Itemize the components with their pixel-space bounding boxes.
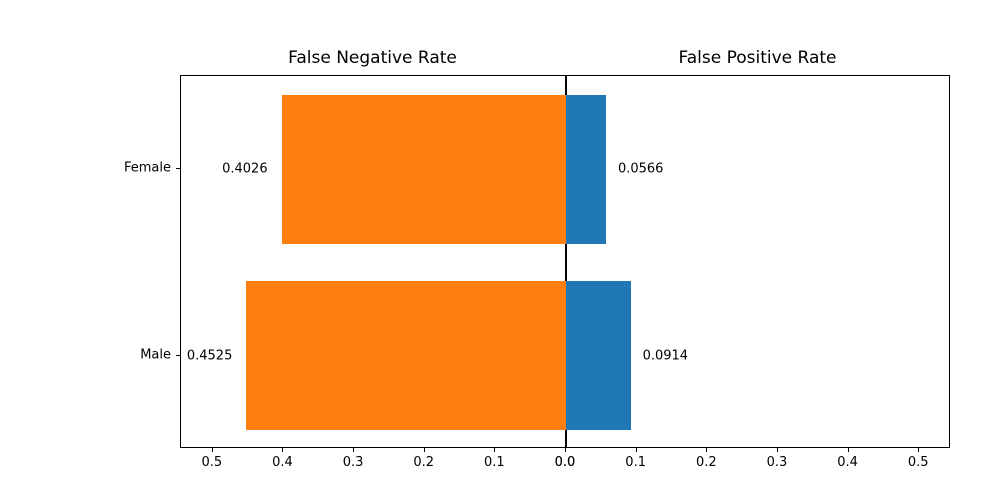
x-tick-mark-right-0.4 bbox=[847, 448, 849, 452]
x-tick-mark-right-0.5 bbox=[918, 448, 920, 452]
x-tick-mark-left-0.3 bbox=[353, 448, 355, 452]
x-tick-mark-left-0.5 bbox=[211, 448, 213, 452]
x-tick-label-right-0.2: 0.2 bbox=[695, 455, 717, 470]
x-tick-label-right-0.3: 0.3 bbox=[766, 455, 788, 470]
x-tick-label-left-0.3: 0.3 bbox=[342, 455, 364, 470]
x-tick-label-right-0.0: 0.0 bbox=[554, 455, 576, 470]
fpr-value-label-male: 0.0914 bbox=[642, 348, 689, 364]
fnr-bar-female bbox=[281, 94, 566, 244]
y-tick-label-female: Female bbox=[123, 160, 171, 176]
fnr-value-label-female: 0.4026 bbox=[222, 161, 268, 177]
fnr-bar-male bbox=[246, 281, 566, 431]
x-tick-label-left-0.4: 0.4 bbox=[272, 455, 293, 470]
x-tick-label-left-0.0: 0.0 bbox=[554, 455, 576, 470]
plot-area: 0.4026 0.0566 0.4525 0.0914 bbox=[180, 75, 950, 448]
y-tick-label-male: Male bbox=[140, 347, 171, 363]
x-tick-mark-left-0.1 bbox=[494, 448, 496, 452]
fpr-value-label-female: 0.0566 bbox=[617, 161, 664, 177]
center-axis-line bbox=[565, 76, 567, 447]
fpr-bar-female bbox=[566, 94, 606, 244]
fpr-bar-male bbox=[566, 281, 631, 431]
x-tick-label-left-0.5: 0.5 bbox=[201, 455, 223, 470]
x-tick-mark-left-0.4 bbox=[282, 448, 284, 452]
left-subplot-title: False Negative Rate bbox=[288, 48, 457, 68]
x-tick-label-left-0.1: 0.1 bbox=[484, 455, 505, 470]
right-subplot-title: False Positive Rate bbox=[678, 48, 837, 68]
x-tick-mark-right-0.1 bbox=[635, 448, 637, 452]
x-tick-mark-right-0.0 bbox=[565, 448, 566, 452]
x-tick-label-right-0.4: 0.4 bbox=[837, 455, 858, 470]
x-tick-label-right-0.5: 0.5 bbox=[907, 455, 929, 470]
y-tick-mark-male bbox=[176, 354, 180, 356]
fnr-value-label-male: 0.4525 bbox=[186, 348, 233, 364]
x-tick-mark-left-0.2 bbox=[423, 448, 425, 452]
x-tick-mark-right-0.3 bbox=[776, 448, 778, 452]
x-tick-label-right-0.1: 0.1 bbox=[625, 455, 646, 470]
x-tick-mark-right-0.2 bbox=[706, 448, 708, 452]
y-tick-mark-female bbox=[176, 168, 180, 170]
x-tick-label-left-0.2: 0.2 bbox=[413, 455, 435, 470]
